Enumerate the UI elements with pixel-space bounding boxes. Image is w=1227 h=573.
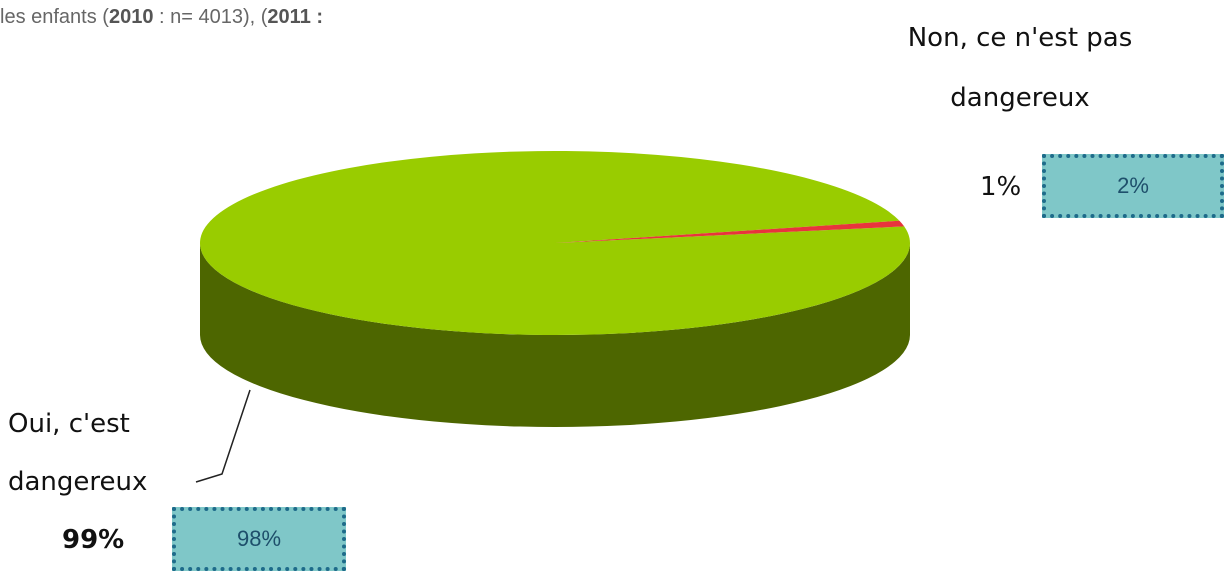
leader-line [195,389,251,483]
category-label: Oui, c'est dangereux [8,409,148,497]
subtitle-part: les enfants ( [0,6,109,28]
subtitle-part: : n= 4013), ( [153,6,268,28]
subtitle-part: 2011 : [267,6,324,28]
value-label: 1% [980,172,1022,202]
pie-slice [199,150,910,335]
value-label: 99% [62,525,125,555]
pie-slice [555,220,905,243]
pie-side [200,243,910,427]
subtitle: les enfants (2010 : n= 4013), (2011 : [0,6,323,29]
subtitle-part: 2010 [108,6,154,28]
compare-box: 2% [1042,154,1224,218]
category-label: Non, ce n'est pas dangereux [907,23,1133,113]
compare-box: 98% [172,507,346,571]
